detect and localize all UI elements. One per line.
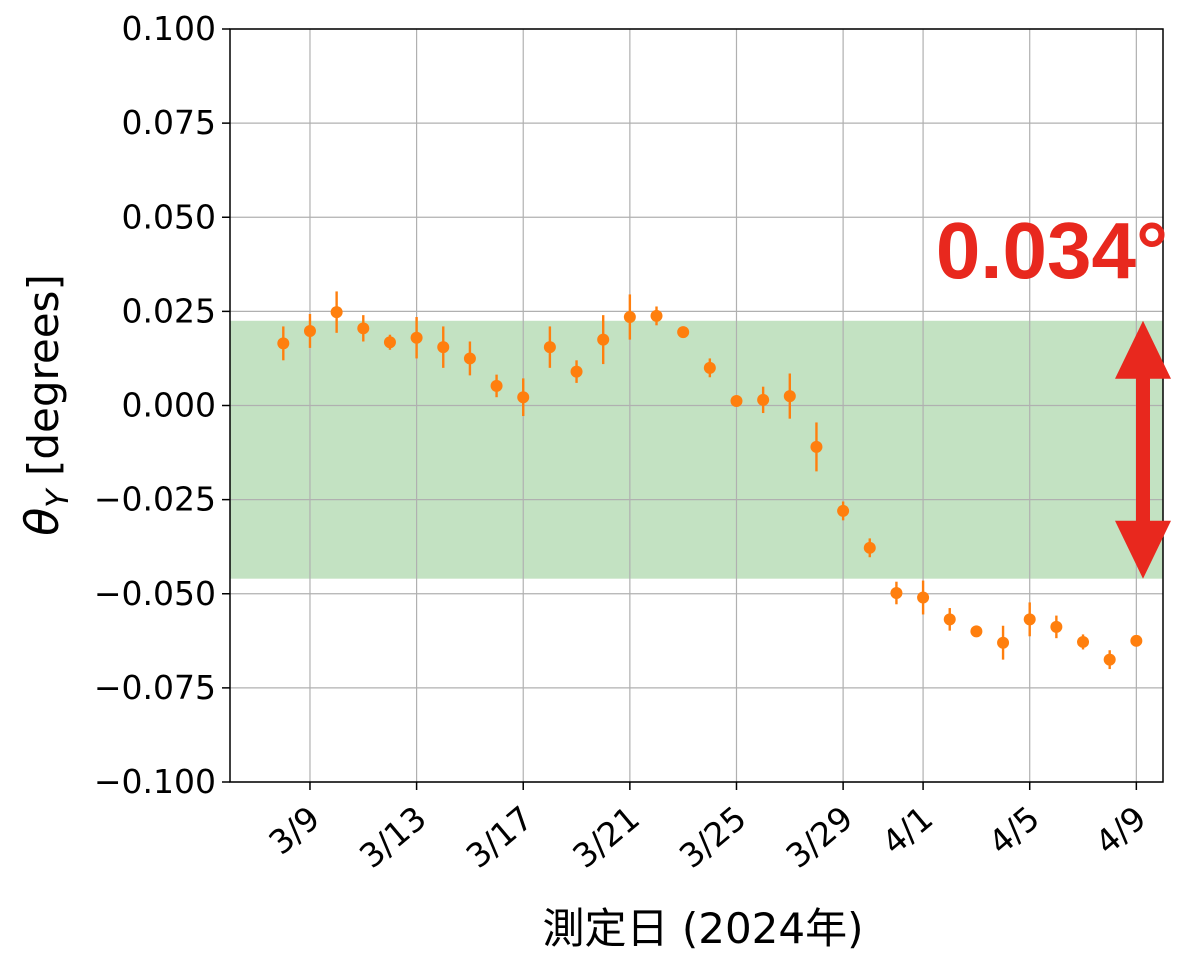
range-arrow-head-up [1115, 320, 1171, 379]
green-band [230, 320, 1163, 579]
data-point [623, 311, 636, 324]
data-point [890, 586, 903, 599]
data-points-layer [277, 291, 1143, 670]
y-tick-label: 0.100 [122, 9, 216, 48]
data-point [517, 391, 530, 404]
data-point [970, 625, 983, 638]
data-point [543, 341, 556, 354]
data-point [597, 333, 610, 346]
data-point [1023, 613, 1036, 626]
data-point [1130, 634, 1143, 647]
data-point [277, 337, 290, 350]
axes-frame-layer [222, 28, 1164, 790]
data-point [650, 309, 663, 322]
data-point [997, 636, 1010, 649]
data-point [303, 324, 316, 337]
data-point [863, 541, 876, 554]
data-point [730, 394, 743, 407]
data-point [463, 352, 476, 365]
range-arrow-shaft [1136, 374, 1150, 525]
data-point [917, 591, 930, 604]
y-axis-title-subscript: Y [41, 487, 76, 508]
data-point [677, 326, 690, 339]
data-point [783, 390, 796, 403]
data-point [757, 393, 770, 406]
range-annotation-label: 0.034° [936, 206, 1168, 295]
data-point [357, 322, 370, 335]
y-axis-title: θY [degrees] [15, 274, 76, 536]
data-point [1103, 653, 1116, 666]
y-tick-label: 0.025 [122, 291, 216, 330]
data-point [1050, 620, 1063, 633]
data-point [810, 440, 823, 453]
range-arrow-head-down [1115, 520, 1171, 579]
data-point [703, 361, 716, 374]
data-point [837, 504, 850, 517]
y-tick-label: −0.075 [94, 668, 216, 707]
y-tick-label: 0.050 [122, 197, 216, 236]
data-point [1077, 635, 1090, 648]
x-axis-title: 測定日 (2024年) [542, 904, 863, 953]
range-annotation: 0.034° [936, 206, 1171, 579]
data-point [330, 306, 343, 319]
data-point [570, 365, 583, 378]
y-tick-label: 0.000 [122, 386, 216, 425]
y-tick-label: −0.025 [94, 480, 216, 519]
green-band-layer [230, 320, 1163, 579]
data-point [383, 336, 396, 349]
data-point [490, 379, 503, 392]
y-tick-label: 0.075 [122, 103, 216, 142]
y-tick-label: −0.050 [94, 574, 216, 613]
y-axis-title-unit: [degrees] [19, 274, 68, 489]
data-point [943, 613, 956, 626]
y-axis-title-symbol: θ [15, 508, 69, 536]
data-point [437, 341, 450, 354]
data-point [410, 331, 423, 344]
y-tick-label: −0.100 [94, 762, 216, 801]
